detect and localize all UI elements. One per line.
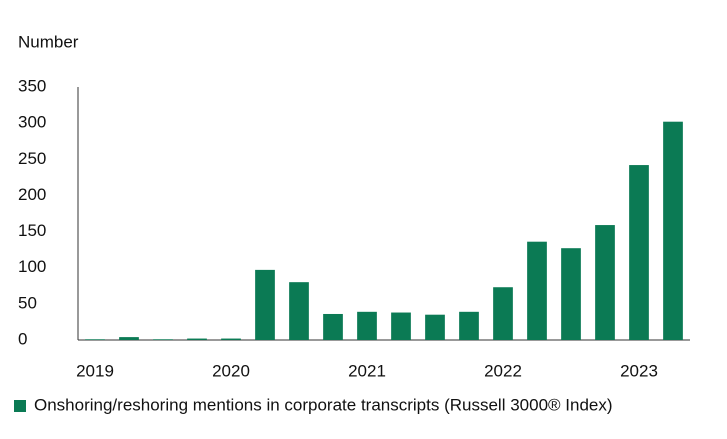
x-tick-label: 2019 (76, 361, 114, 380)
bar (493, 287, 513, 340)
bar (391, 312, 411, 340)
bar (357, 311, 377, 340)
bar (459, 311, 479, 340)
bar (425, 314, 445, 340)
bar (629, 165, 649, 340)
bar (85, 339, 105, 340)
bar (255, 269, 275, 340)
bar (221, 338, 241, 340)
y-tick-label: 300 (18, 113, 46, 132)
bar (289, 282, 309, 340)
bar (323, 313, 343, 340)
bar (119, 337, 139, 340)
bar (527, 241, 547, 340)
bar (187, 338, 207, 340)
legend-swatch (14, 400, 26, 412)
y-tick-label: 100 (18, 257, 46, 276)
y-tick-label: 0 (18, 329, 27, 348)
legend-label: Onshoring/reshoring mentions in corporat… (34, 395, 613, 414)
y-tick-label: 50 (18, 293, 37, 312)
y-axis-label: Number (18, 32, 79, 51)
bar (663, 121, 683, 340)
x-tick-label: 2020 (212, 361, 250, 380)
y-tick-label: 350 (18, 76, 46, 95)
x-tick-label: 2023 (620, 361, 658, 380)
y-tick-label: 150 (18, 221, 46, 240)
bar (595, 225, 615, 340)
y-tick-label: 200 (18, 185, 46, 204)
x-tick-label: 2021 (348, 361, 386, 380)
bar (153, 339, 173, 340)
bar (561, 248, 581, 340)
x-tick-label: 2022 (484, 361, 522, 380)
y-tick-label: 250 (18, 149, 46, 168)
